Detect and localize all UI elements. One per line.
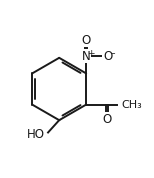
Text: CH₃: CH₃ [122,100,143,110]
Text: +: + [87,49,94,57]
Text: O: O [102,113,112,126]
Text: N: N [82,50,91,63]
Text: O: O [103,50,112,63]
Text: –: – [110,49,115,58]
Text: O: O [82,33,91,46]
Text: HO: HO [27,128,45,141]
